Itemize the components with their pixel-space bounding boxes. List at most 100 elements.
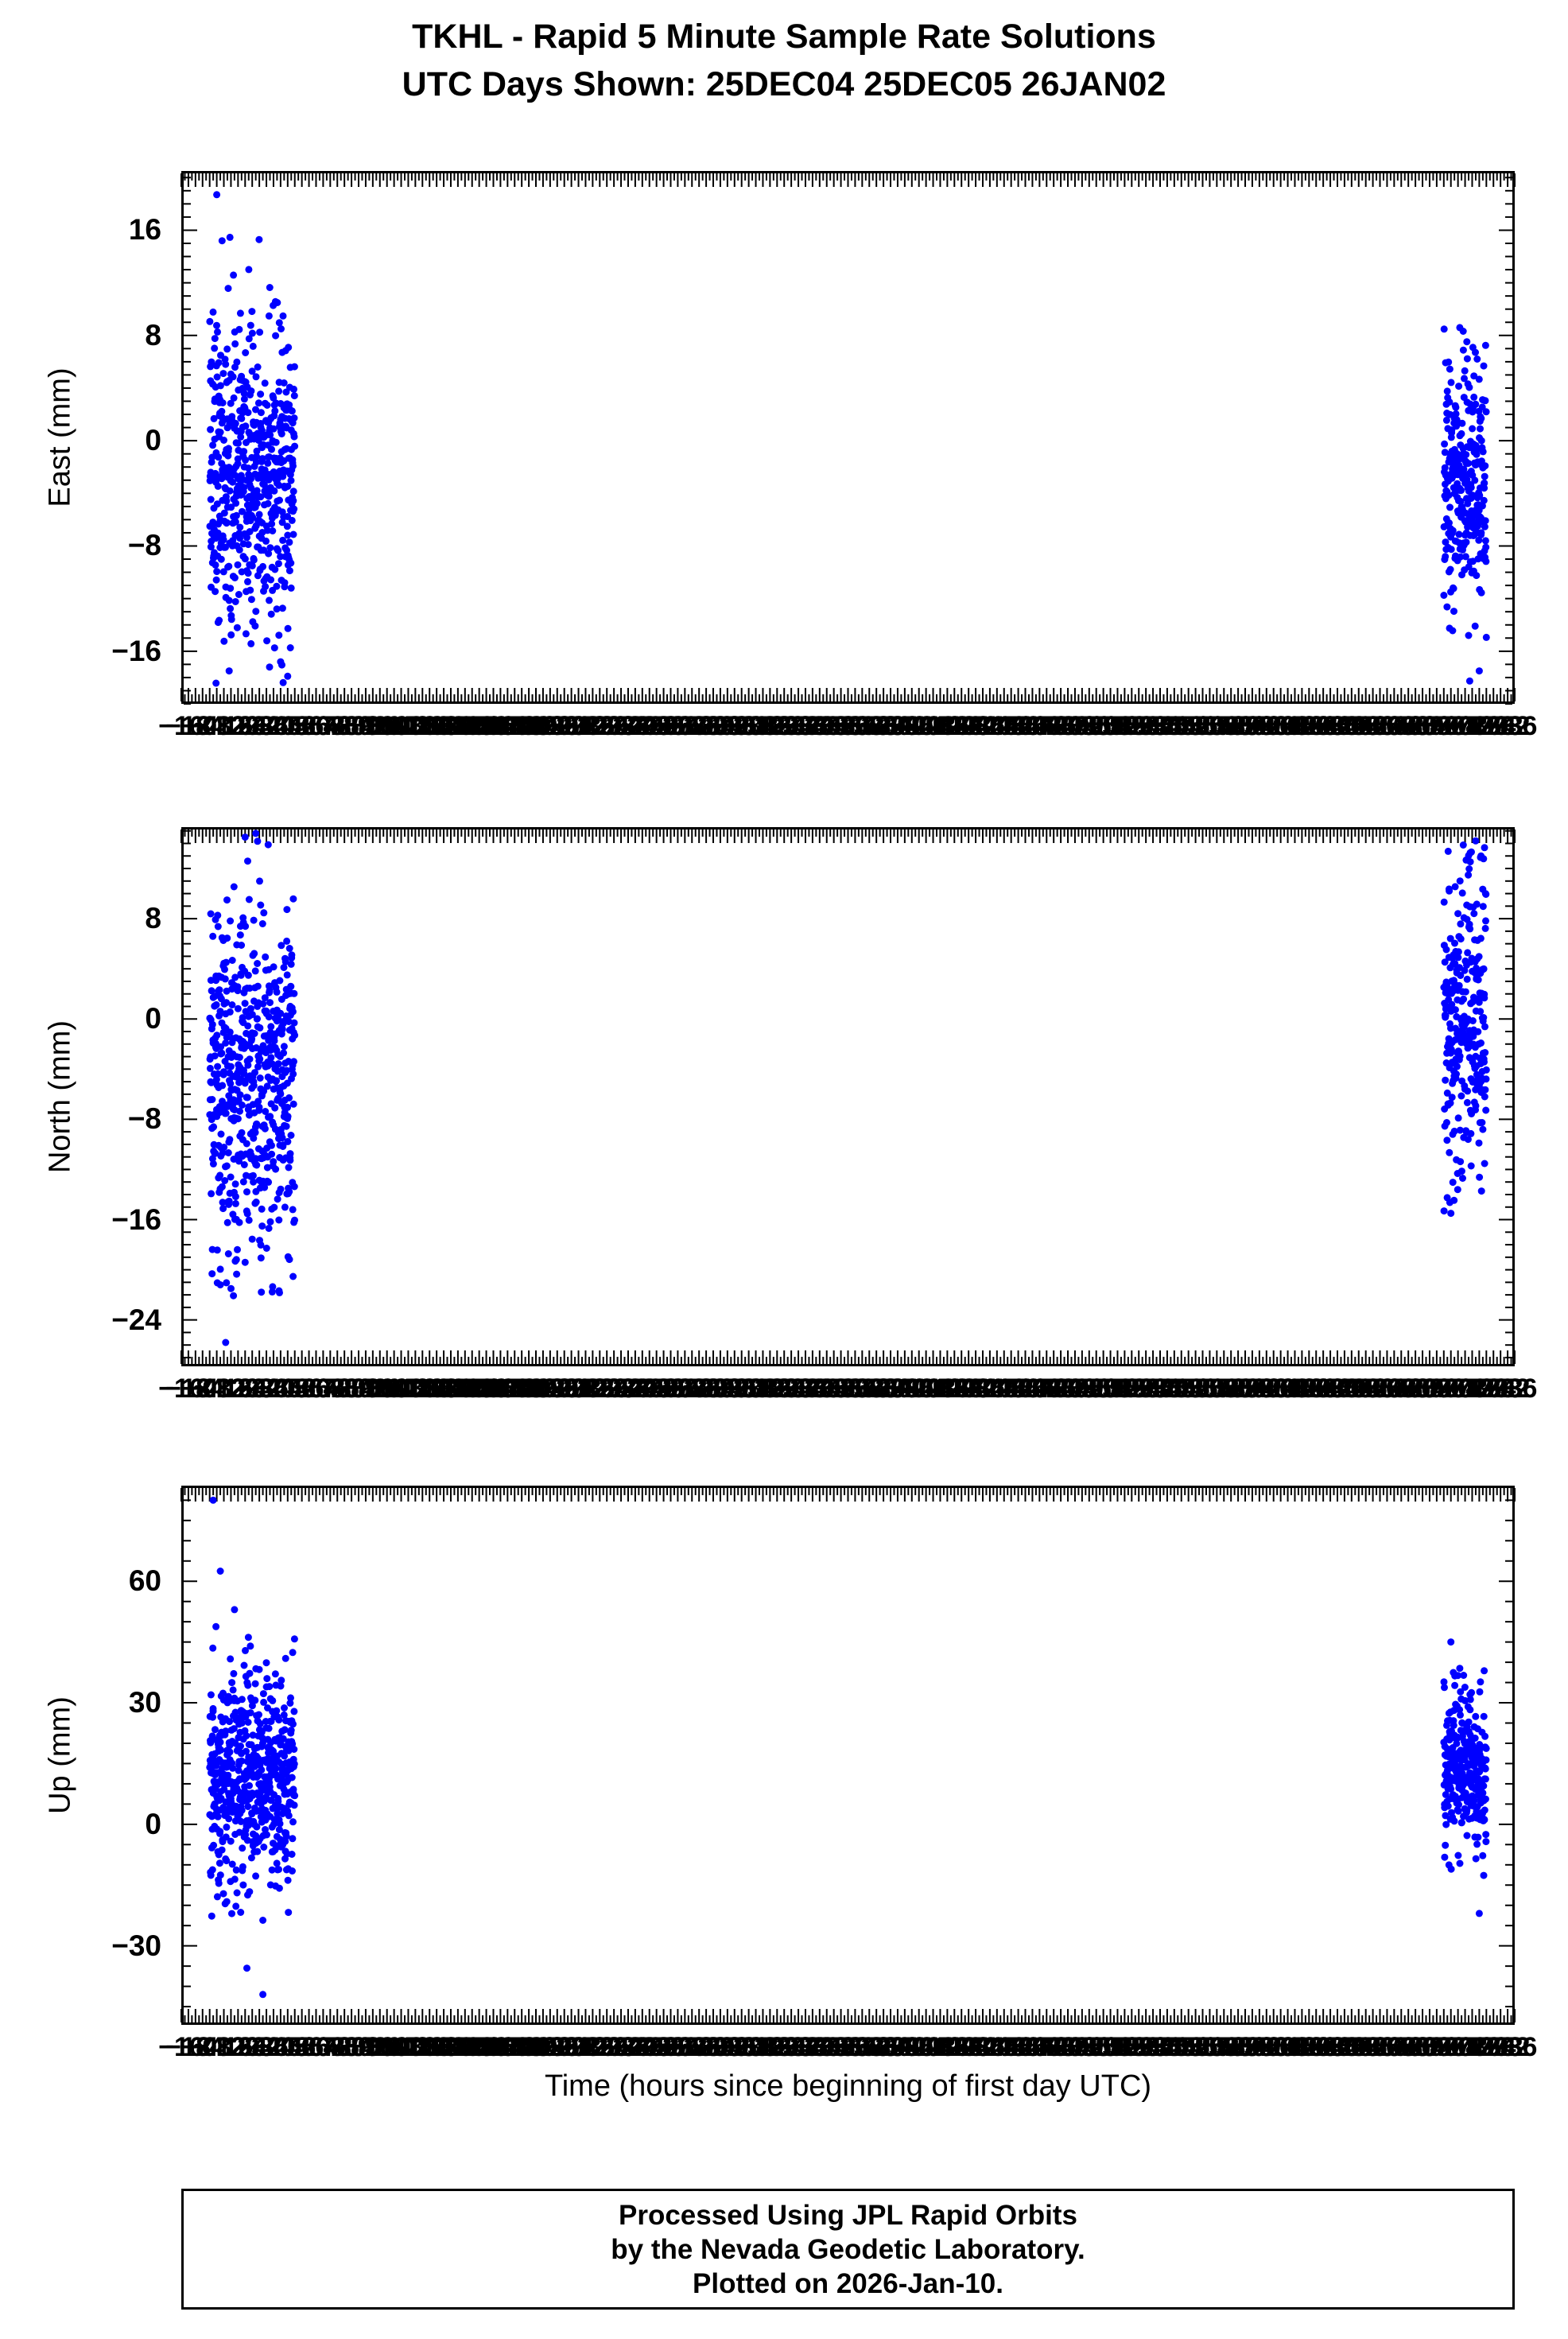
x-tick-label: 524 [1116, 711, 1162, 741]
x-tick-label: 144 [442, 1373, 488, 1404]
x-tick-label: 24 [237, 2032, 268, 2062]
x-tick-label: 40 [265, 711, 296, 741]
x-tick-label: 320 [754, 1373, 800, 1404]
x-tick-label: 208 [556, 1373, 601, 1404]
x-tick-label: 252 [634, 2032, 680, 2062]
x-tick-label: 632 [1307, 1373, 1353, 1404]
x-tick-label: 736 [1492, 1373, 1538, 1404]
x-tick-label: 8 [216, 1373, 231, 1404]
x-tick-label: 248 [627, 1373, 673, 1404]
x-tick-label: 208 [556, 2032, 601, 2062]
x-tick-label: 216 [569, 711, 615, 741]
x-tick-label: 168 [484, 1373, 530, 1404]
x-tick-label: 76 [329, 1373, 360, 1404]
x-tick-label: 88 [351, 1373, 381, 1404]
x-tick-label: 200 [541, 711, 588, 741]
x-tick-label: 388 [875, 711, 921, 741]
footer-box: Processed Using JPL Rapid Orbits by the … [181, 2189, 1515, 2310]
x-tick-label: 716 [1457, 1373, 1502, 1404]
x-tick-label: 432 [953, 1373, 999, 1404]
x-tick-label: 128 [413, 711, 460, 741]
data-points [206, 191, 1490, 687]
x-tick-label: 28 [244, 1373, 275, 1404]
x-tick-label: 300 [719, 1373, 765, 1404]
x-tick-label: 16 [223, 711, 254, 741]
x-tick-label: 732 [1485, 711, 1531, 741]
x-tick-label: −4 [187, 2032, 219, 2062]
x-tick-label: 80 [336, 1373, 367, 1404]
x-tick-label: 100 [364, 1373, 410, 1404]
x-tick-label: 4 [209, 711, 225, 741]
x-tick-label: 620 [1286, 1373, 1332, 1404]
x-tick-label: 712 [1450, 1373, 1495, 1404]
x-tick-label: 172 [491, 1373, 538, 1404]
x-tick-label: 56 [293, 1373, 324, 1404]
x-tick-label: 708 [1442, 1373, 1488, 1404]
up-ytick-labels: 60 30 0 −30 [82, 1486, 169, 2025]
subplot-east: 16 8 0 −8 −16 −16 −12 −8 −4 0 4 8 12 16 20 24 28 32 36 40 4… [111, 171, 1537, 741]
x-tick-label: 408 [910, 1373, 956, 1404]
x-tick-label: 292 [704, 1373, 751, 1404]
x-tick-label: 212 [563, 2032, 608, 2062]
east-ytick-labels: 16 8 0 −8 −16 [82, 171, 169, 704]
x-tick-label: −4 [187, 1373, 219, 1404]
x-tick-label: 248 [627, 2032, 673, 2062]
x-tick-label: 72 [322, 2032, 353, 2062]
x-tick-label: 152 [456, 711, 503, 741]
x-tick-label: 312 [740, 711, 786, 741]
x-tick-label: 444 [974, 711, 1020, 741]
x-tick-label: 192 [527, 711, 573, 741]
x-tick-label: 564 [1187, 1373, 1232, 1404]
x-tick-label: 16 [223, 2032, 254, 2062]
x-tick-label: 92 [357, 711, 388, 741]
x-tick-label: 212 [563, 711, 608, 741]
x-tick-label: 224 [584, 711, 630, 741]
x-tick-label: 112 [386, 2032, 430, 2062]
x-tick-label: 688 [1407, 711, 1453, 741]
y-tick-label: 8 [145, 902, 161, 935]
x-tick-label: 452 [988, 1373, 1034, 1404]
x-tick-label: 324 [761, 711, 807, 741]
x-tick-label: 140 [435, 2032, 481, 2062]
y-tick-label: −30 [111, 1929, 161, 1962]
x-tick-label: 160 [471, 711, 516, 741]
x-tick-label: 180 [506, 711, 552, 741]
x-tick-label: 548 [1159, 711, 1205, 741]
x-tick-label: 396 [889, 1373, 935, 1404]
x-tick-label: 72 [322, 711, 353, 741]
x-tick-label: 460 [1003, 711, 1048, 741]
x-tick-label: 556 [1173, 1373, 1218, 1404]
x-tick-label: 476 [1030, 711, 1077, 741]
x-tick-label: 308 [733, 1373, 778, 1404]
x-tick-label: 276 [676, 1373, 722, 1404]
x-tick-label: 420 [931, 1373, 977, 1404]
x-tick-label: 348 [804, 711, 850, 741]
x-tick-label: 624 [1293, 711, 1339, 741]
x-tick-label: 80 [336, 2032, 367, 2062]
x-tick-label: 436 [960, 711, 1006, 741]
y-tick-label: 16 [128, 213, 161, 247]
x-tick-label: 236 [605, 711, 651, 741]
x-tick-label: 140 [435, 711, 481, 741]
x-tick-label: 160 [471, 1373, 516, 1404]
x-tick-label: 480 [1038, 1373, 1084, 1404]
x-tick-label: 512 [1095, 711, 1140, 741]
x-tick-label: 12 [215, 1373, 246, 1404]
x-tick-label: 544 [1151, 711, 1197, 741]
x-tick-label: 52 [286, 711, 317, 741]
x-tick-label: 448 [981, 711, 1027, 741]
plot-frame [181, 171, 1515, 704]
x-tick-label: 228 [591, 1373, 637, 1404]
x-tick-label: 628 [1300, 1373, 1346, 1404]
x-tick-label: 648 [1336, 711, 1382, 741]
x-tick-label: 600 [1251, 1373, 1297, 1404]
tick-marks [180, 1488, 1516, 2022]
x-tick-label: 336 [782, 711, 829, 741]
x-tick-label: 496 [1066, 711, 1112, 741]
y-tick-label: −8 [127, 1102, 161, 1136]
x-tick-label: 288 [697, 711, 743, 741]
x-tick-label: 676 [1385, 711, 1431, 741]
x-tick-label: 604 [1258, 711, 1303, 741]
footer-line-1: Processed Using JPL Rapid Orbits [618, 2199, 1078, 2231]
x-tick-label: 524 [1116, 1373, 1162, 1404]
